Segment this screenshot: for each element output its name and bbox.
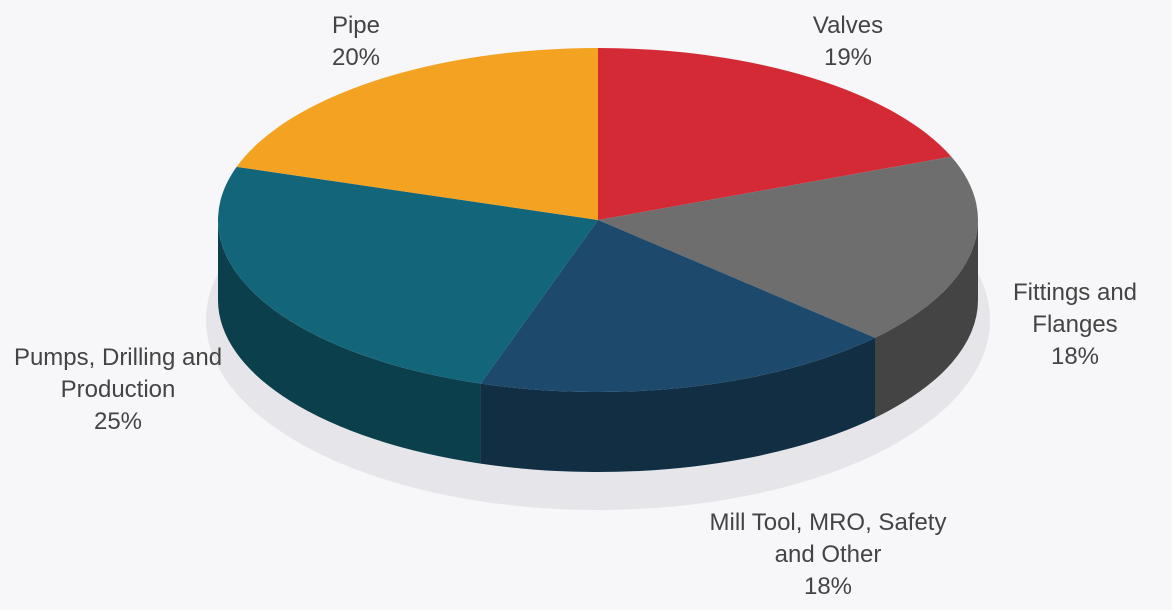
value-label: 25% — [93, 408, 143, 435]
slice-side — [480, 337, 876, 473]
slice — [598, 156, 978, 338]
category-name: Mill Tool, MRO, Safety and Other — [709, 509, 947, 568]
slice-side — [218, 220, 481, 464]
value-label: 19% — [823, 44, 873, 71]
slice — [218, 166, 598, 384]
category-name: Fittings and Flanges — [1012, 279, 1138, 338]
slice-label: Mill Tool, MRO, Safety and Other 18% — [708, 507, 948, 603]
slice-side — [875, 220, 978, 418]
category-name: Pumps, Drilling and Production — [13, 344, 223, 403]
value-label: 18% — [803, 573, 853, 600]
slice-label: Valves 19% — [748, 10, 948, 74]
slice-label: Fittings and Flanges 18% — [990, 277, 1160, 373]
slice — [480, 220, 876, 393]
slice-label: Pipe 20% — [296, 10, 416, 74]
value-label: 18% — [1050, 343, 1100, 370]
category-name: Pipe — [331, 12, 381, 39]
category-name: Valves — [812, 12, 884, 39]
slice — [598, 48, 952, 220]
slice-label: Pumps, Drilling and Production 25% — [8, 342, 228, 438]
value-label: 20% — [331, 44, 381, 71]
slice — [236, 48, 599, 220]
